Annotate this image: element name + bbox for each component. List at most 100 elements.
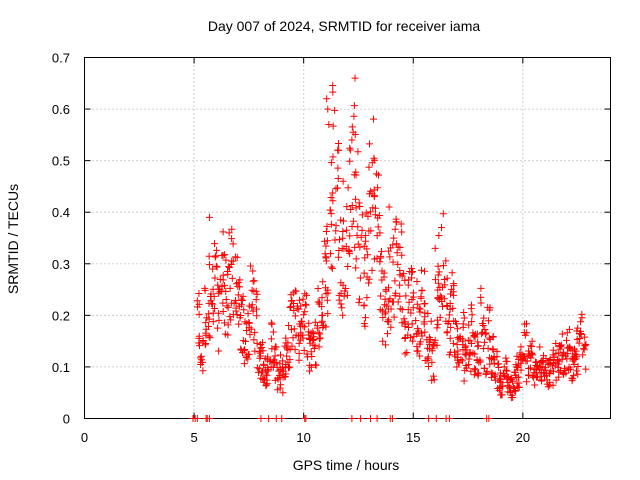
data-point <box>271 359 279 367</box>
data-point <box>496 378 504 386</box>
data-point <box>385 203 393 211</box>
data-point <box>301 323 309 331</box>
data-point <box>471 350 479 358</box>
x-tick-label: 0 <box>81 430 88 445</box>
data-point <box>291 312 299 320</box>
data-point <box>494 385 502 393</box>
data-point <box>315 329 323 337</box>
data-point <box>309 330 317 338</box>
data-point <box>327 220 335 228</box>
data-point <box>529 351 537 359</box>
data-point <box>563 355 571 363</box>
data-point <box>485 415 493 422</box>
data-point <box>526 364 534 372</box>
data-point <box>302 291 310 299</box>
data-point <box>434 262 442 270</box>
data-point <box>352 195 360 203</box>
data-point <box>355 299 363 307</box>
data-point <box>240 360 248 368</box>
data-point <box>327 210 335 218</box>
data-point <box>274 386 282 394</box>
data-point <box>247 262 255 270</box>
data-point <box>443 274 451 282</box>
data-point <box>215 347 223 355</box>
data-point <box>416 338 424 346</box>
data-point <box>459 320 467 328</box>
data-point <box>365 140 373 148</box>
data-point <box>454 325 462 333</box>
data-point <box>253 290 261 298</box>
data-point <box>360 320 368 328</box>
data-point <box>572 367 580 375</box>
data-point <box>430 341 438 349</box>
data-point <box>460 377 468 385</box>
data-point <box>374 223 382 231</box>
data-point <box>581 333 589 341</box>
data-point <box>214 324 222 332</box>
data-point <box>538 357 546 365</box>
data-point <box>288 297 296 305</box>
data-point <box>237 312 245 320</box>
data-point <box>356 203 364 211</box>
data-point <box>550 353 558 361</box>
data-point <box>544 360 552 368</box>
data-point <box>484 303 492 311</box>
data-point <box>326 250 334 258</box>
data-point <box>452 318 460 326</box>
data-point <box>342 284 350 292</box>
data-point <box>201 341 209 349</box>
data-point <box>461 342 469 350</box>
data-point <box>193 303 201 311</box>
data-point <box>195 332 203 340</box>
data-point <box>425 338 433 346</box>
data-point <box>303 350 311 358</box>
data-point <box>356 274 364 282</box>
data-point <box>356 243 364 251</box>
data-point <box>454 347 462 355</box>
data-point <box>229 240 237 248</box>
data-point <box>523 329 531 337</box>
data-point <box>322 242 330 250</box>
data-point <box>349 217 357 225</box>
data-point <box>392 289 400 297</box>
data-point <box>295 305 303 313</box>
data-point <box>513 379 521 387</box>
data-point <box>221 282 229 290</box>
data-point <box>424 353 432 361</box>
data-point <box>233 253 241 261</box>
data-point <box>528 337 536 345</box>
data-point <box>447 324 455 332</box>
data-point <box>258 343 266 351</box>
data-point <box>347 205 355 213</box>
data-point <box>491 371 499 379</box>
data-point <box>329 197 337 205</box>
data-point <box>344 262 352 270</box>
data-point <box>307 348 315 356</box>
data-point <box>531 381 539 389</box>
data-point <box>552 340 560 348</box>
data-point <box>421 267 429 275</box>
data-point <box>257 415 265 422</box>
data-point <box>549 381 557 389</box>
data-point <box>572 354 580 362</box>
data-point <box>570 372 578 380</box>
data-point <box>401 320 409 328</box>
data-point <box>263 371 271 379</box>
data-point <box>255 368 263 376</box>
data-point <box>414 347 422 355</box>
data-point <box>404 324 412 332</box>
data-point <box>196 354 204 362</box>
data-point <box>219 299 227 307</box>
data-point <box>241 346 249 354</box>
data-point <box>475 369 483 377</box>
data-point <box>205 415 213 422</box>
y-axis-label: SRMTID / TECUs <box>5 184 21 294</box>
data-point <box>564 350 572 358</box>
data-point <box>281 373 289 381</box>
data-point <box>394 260 402 268</box>
data-point <box>208 300 216 308</box>
data-point <box>396 244 404 252</box>
data-point <box>250 277 258 285</box>
data-point <box>195 289 203 297</box>
data-point <box>299 322 307 330</box>
